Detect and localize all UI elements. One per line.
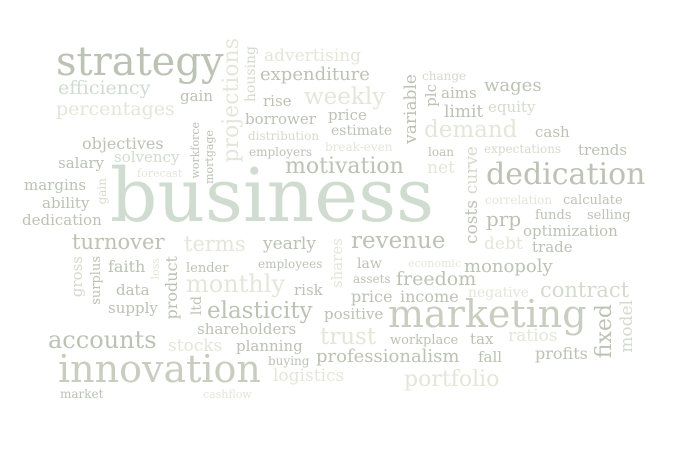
word-rise: rise: [263, 92, 292, 110]
word-costs: costs: [462, 200, 482, 245]
word-fall: fall: [478, 348, 503, 366]
word-professionalism: professionalism: [316, 346, 460, 367]
word-ltd: ltd: [189, 296, 205, 316]
word-solvency: solvency: [114, 148, 180, 166]
word-dedication-small: dedication: [22, 211, 102, 229]
word-income: income: [400, 287, 459, 306]
word-ability: ability: [42, 194, 90, 212]
word-price: price: [328, 106, 367, 124]
word-motivation: motivation: [285, 154, 404, 179]
word-profits: profits: [535, 344, 588, 363]
word-objectives: objectives: [82, 134, 164, 153]
word-marketing: marketing: [388, 292, 587, 336]
word-distribution: distribution: [248, 129, 320, 143]
word-ratios: ratios: [508, 326, 558, 346]
word-risk: risk: [294, 281, 323, 299]
word-housing: housing: [243, 46, 259, 103]
word-portfolio: portfolio: [404, 367, 500, 392]
word-limit: limit: [444, 102, 484, 122]
word-workplace: workplace: [390, 333, 459, 348]
word-trends: trends: [578, 141, 628, 159]
word-expectations: expectations: [484, 142, 562, 156]
word-gross: gross: [68, 256, 86, 298]
word-demand: demand: [424, 117, 518, 143]
word-buying: buying: [268, 354, 310, 368]
word-terms: terms: [184, 232, 246, 256]
word-negative: negative: [468, 285, 529, 301]
word-trust: trust: [320, 324, 377, 350]
word-equity: equity: [488, 98, 536, 116]
word-forecast: forecast: [137, 167, 183, 180]
word-freedom: freedom: [396, 268, 477, 290]
word-supply: supply: [108, 299, 158, 317]
word-economic: economic: [408, 257, 462, 270]
word-correlation: correlation: [485, 193, 553, 207]
word-cash: cash: [535, 123, 570, 141]
word-efficiency: efficiency: [58, 77, 151, 99]
word-revenue: revenue: [351, 228, 446, 254]
word-gain: gain: [180, 87, 214, 105]
word-model: model: [617, 300, 637, 353]
word-projections: projections: [219, 38, 244, 163]
word-net: net: [427, 158, 455, 178]
word-strategy: strategy: [56, 39, 224, 85]
word-logistics: logistics: [273, 366, 345, 386]
word-faith: faith: [108, 257, 146, 276]
word-plc: plc: [422, 84, 440, 107]
word-prp: prp: [486, 207, 522, 231]
word-margins: margins: [24, 176, 87, 194]
word-advertising: advertising: [264, 46, 362, 66]
word-monopoly: monopoly: [464, 256, 553, 277]
word-stocks: stocks: [168, 336, 223, 356]
word-loan: loan: [428, 145, 454, 159]
word-positive: positive: [324, 305, 384, 323]
word-accounts: accounts: [48, 326, 157, 354]
word-aims: aims: [441, 84, 477, 102]
word-dedication-big: dedication: [486, 157, 646, 192]
word-gain-vertical: gain: [95, 178, 109, 205]
word-assets: assets: [353, 272, 391, 286]
word-funds: funds: [535, 208, 572, 223]
word-product: product: [162, 256, 181, 320]
word-business: business: [110, 153, 435, 239]
word-employees: employees: [258, 257, 323, 271]
word-break-even: break-even: [325, 140, 393, 154]
word-expenditure: expenditure: [260, 64, 370, 85]
word-calculate: calculate: [563, 193, 623, 208]
word-monthly: monthly: [186, 270, 285, 298]
word-selling: selling: [587, 208, 631, 223]
word-estimate: estimate: [331, 123, 393, 139]
word-law: law: [357, 256, 382, 272]
word-employers: employers: [249, 145, 312, 159]
word-shareholders: shareholders: [197, 320, 297, 338]
word-loss: loss: [149, 258, 162, 280]
word-surplus: surplus: [89, 256, 104, 305]
word-innovation: innovation: [58, 347, 261, 391]
word-yearly: yearly: [263, 234, 316, 254]
word-variable: variable: [401, 74, 421, 144]
word-weekly: weekly: [304, 84, 386, 110]
word-turnover: turnover: [72, 230, 165, 254]
word-elasticity: elasticity: [207, 298, 313, 324]
word-shares: shares: [328, 238, 346, 289]
word-cashflow: cashflow: [203, 388, 252, 401]
word-data: data: [116, 281, 150, 299]
word-tax: tax: [470, 330, 494, 348]
word-planning: planning: [236, 337, 303, 355]
word-fixed: fixed: [592, 304, 617, 359]
word-lender: lender: [186, 261, 229, 276]
word-curve: curve: [462, 146, 482, 195]
word-debt: debt: [484, 234, 523, 254]
word-borrower: borrower: [245, 110, 316, 128]
word-trade: trade: [532, 238, 573, 256]
word-change: change: [422, 69, 467, 83]
word-contract: contract: [540, 278, 630, 302]
word-market: market: [60, 387, 104, 401]
word-optimization: optimization: [523, 222, 618, 240]
word-price-2: price: [351, 287, 393, 306]
word-wages: wages: [484, 75, 542, 96]
word-salary: salary: [58, 154, 105, 172]
word-percentages: percentages: [56, 98, 175, 120]
